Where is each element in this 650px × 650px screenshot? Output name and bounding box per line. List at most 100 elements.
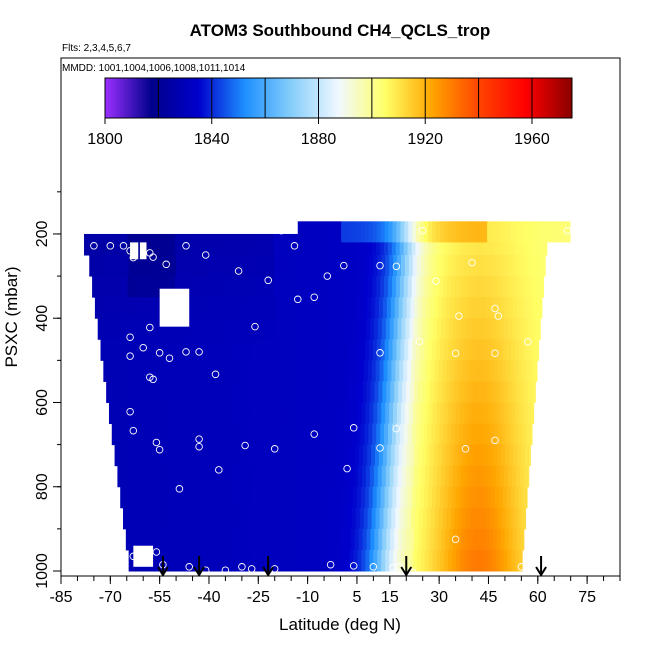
heatmap-cell bbox=[247, 402, 252, 425]
heatmap-cell bbox=[362, 381, 368, 403]
heatmap-cell bbox=[370, 381, 375, 403]
heatmap-cell bbox=[286, 255, 292, 277]
heatmap-cell bbox=[226, 276, 231, 298]
heatmap-cell bbox=[125, 381, 131, 403]
heatmap-cell bbox=[109, 318, 114, 340]
heatmap-cell bbox=[252, 444, 258, 467]
heatmap-cell bbox=[111, 276, 117, 298]
missing-data-gap bbox=[130, 242, 139, 260]
heatmap-cell bbox=[509, 297, 514, 319]
heatmap-cell bbox=[433, 318, 438, 340]
heatmap-cell bbox=[415, 233, 420, 256]
heatmap-cell bbox=[354, 465, 359, 488]
heatmap-cell bbox=[356, 233, 361, 256]
heatmap-cell bbox=[233, 507, 238, 530]
heatmap-cell bbox=[218, 339, 224, 361]
heatmap-cell bbox=[353, 255, 359, 277]
heatmap-cell bbox=[200, 381, 206, 403]
heatmap-cell bbox=[387, 507, 392, 530]
heatmap-cell bbox=[222, 423, 227, 446]
heatmap-cell bbox=[511, 255, 516, 277]
heatmap-cell bbox=[417, 318, 422, 340]
heatmap-cell bbox=[514, 486, 520, 509]
heatmap-cell bbox=[327, 528, 332, 551]
heatmap-cell bbox=[466, 233, 472, 256]
heatmap-cell bbox=[335, 444, 340, 467]
heatmap-cell bbox=[109, 255, 114, 277]
heatmap-cell bbox=[212, 381, 218, 403]
heatmap-cell bbox=[460, 318, 466, 340]
heatmap-cell bbox=[322, 465, 328, 488]
heatmap-cell bbox=[340, 423, 346, 446]
heatmap-field bbox=[84, 221, 571, 572]
heatmap-cell bbox=[174, 507, 179, 530]
heatmap-cell bbox=[358, 318, 363, 340]
heatmap-cell bbox=[506, 486, 512, 509]
heatmap-cell bbox=[288, 507, 294, 530]
heatmap-cell bbox=[304, 507, 309, 530]
sample-point bbox=[290, 242, 299, 250]
heatmap-cell bbox=[429, 465, 434, 488]
heatmap-cell bbox=[485, 297, 490, 319]
heatmap-cell bbox=[191, 402, 197, 425]
heatmap-cell bbox=[453, 381, 458, 403]
heatmap-cell bbox=[432, 549, 437, 572]
heatmap-cell bbox=[128, 255, 134, 277]
heatmap-cell bbox=[406, 381, 411, 403]
heatmap-cell bbox=[344, 276, 350, 298]
heatmap-cell bbox=[307, 381, 312, 403]
heatmap-cell bbox=[367, 507, 373, 530]
heatmap-cell bbox=[217, 297, 222, 319]
heatmap-cell bbox=[102, 297, 108, 319]
heatmap-cell bbox=[212, 465, 217, 488]
heatmap-cell bbox=[459, 221, 464, 243]
heatmap-cell bbox=[353, 549, 359, 572]
heatmap-cell bbox=[424, 255, 430, 277]
heatmap-cell bbox=[154, 444, 159, 467]
heatmap-cell bbox=[340, 507, 345, 530]
heatmap-cell bbox=[243, 465, 249, 488]
heatmap-cell bbox=[397, 318, 403, 340]
heatmap-cell bbox=[541, 276, 545, 298]
heatmap-cell bbox=[511, 549, 516, 572]
heatmap-cell bbox=[380, 423, 385, 446]
heatmap-cell bbox=[446, 444, 451, 467]
sample-point bbox=[418, 226, 427, 235]
heatmap-cell bbox=[452, 402, 457, 425]
heatmap-cell bbox=[416, 549, 422, 572]
heatmap-cell bbox=[501, 360, 507, 382]
heatmap-cell bbox=[149, 318, 154, 340]
heatmap-cell bbox=[188, 528, 194, 551]
heatmap-cell bbox=[415, 276, 421, 298]
heatmap-cell bbox=[310, 402, 315, 425]
heatmap-cell bbox=[292, 297, 297, 319]
heatmap-cell bbox=[305, 221, 311, 243]
heatmap-cell bbox=[230, 233, 235, 256]
heatmap-cell bbox=[248, 528, 253, 551]
heatmap-cell bbox=[103, 360, 108, 382]
heatmap-cell bbox=[323, 381, 328, 403]
heatmap-cell bbox=[298, 549, 303, 572]
heatmap-cell bbox=[340, 276, 346, 298]
heatmap-cell bbox=[123, 233, 128, 256]
heatmap-cell bbox=[245, 423, 251, 446]
heatmap-cell bbox=[133, 318, 138, 340]
heatmap-cell bbox=[375, 360, 381, 382]
heatmap-cell bbox=[285, 486, 291, 509]
heatmap-cell bbox=[97, 255, 102, 277]
heatmap-cell bbox=[334, 318, 339, 340]
heatmap-cell bbox=[402, 444, 408, 467]
heatmap-cell bbox=[243, 255, 248, 277]
heatmap-cell bbox=[483, 402, 489, 425]
heatmap-cell bbox=[475, 549, 481, 572]
x-tick-label: 60 bbox=[529, 589, 547, 606]
heatmap-cell bbox=[467, 486, 472, 509]
chart-title: ATOM3 Southbound CH4_QCLS_trop bbox=[190, 21, 491, 40]
heatmap-cell bbox=[208, 318, 213, 340]
heatmap-cell bbox=[152, 402, 157, 425]
heatmap-cell bbox=[221, 444, 226, 467]
heatmap-cell bbox=[164, 402, 169, 425]
heatmap-cell bbox=[468, 465, 474, 488]
heatmap-cell bbox=[427, 276, 432, 298]
heatmap-cell bbox=[141, 465, 146, 488]
